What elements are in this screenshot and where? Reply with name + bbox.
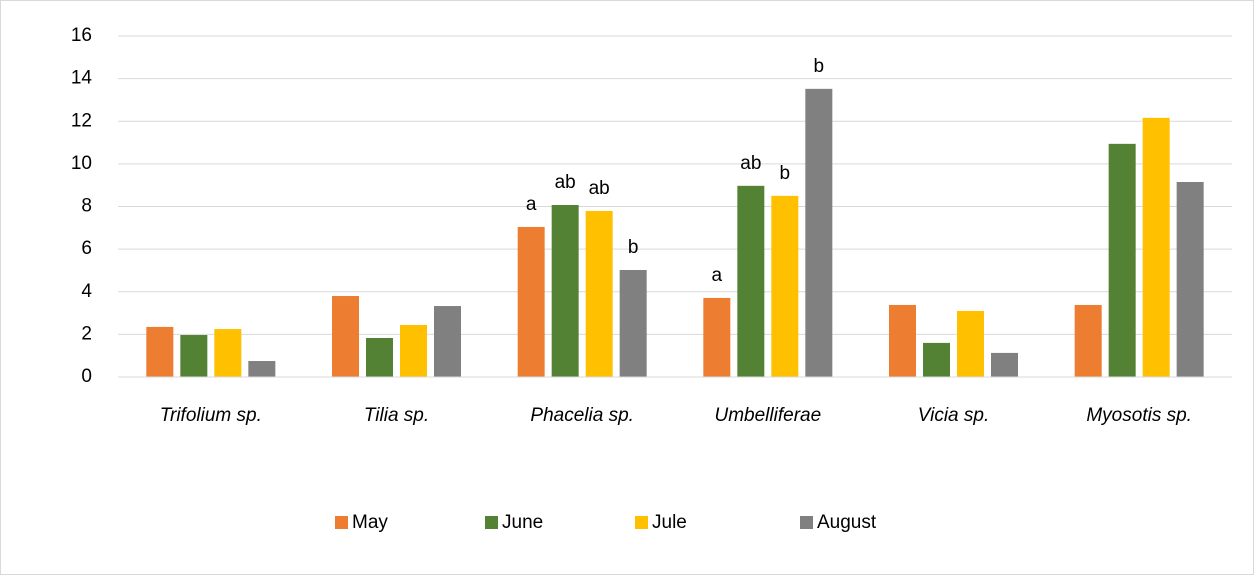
legend-label: June — [502, 512, 543, 533]
bar — [619, 270, 647, 377]
y-tick-label: 10 — [71, 153, 92, 174]
legend-label: August — [817, 512, 877, 533]
bar — [1142, 117, 1170, 377]
y-tick-label: 14 — [71, 68, 93, 89]
bar — [1074, 304, 1102, 377]
bar — [332, 296, 359, 377]
annotation: b — [814, 56, 825, 77]
bar — [991, 352, 1018, 377]
bar — [400, 324, 427, 377]
bar — [146, 326, 174, 377]
bar — [805, 88, 833, 377]
legend-swatch — [800, 516, 813, 529]
legend-swatch — [335, 516, 348, 529]
legend-swatch — [485, 516, 498, 529]
y-tick-label: 8 — [81, 196, 92, 217]
bar — [1108, 143, 1136, 377]
annotation: b — [628, 237, 639, 258]
annotation: b — [780, 163, 791, 184]
annotation: a — [712, 265, 723, 286]
bar — [180, 335, 208, 377]
legend-swatch — [635, 516, 648, 529]
x-tick-label: Umbelliferae — [715, 405, 822, 426]
bar — [434, 306, 461, 377]
bar — [703, 297, 731, 377]
y-tick-label: 2 — [81, 323, 92, 344]
x-tick-label: Myosotis sp. — [1086, 405, 1192, 426]
bar — [585, 210, 613, 377]
bar — [517, 226, 545, 377]
y-tick-label: 6 — [81, 238, 92, 259]
bar — [923, 342, 950, 377]
bar — [366, 337, 393, 377]
y-tick-label: 12 — [71, 110, 92, 131]
bar — [214, 329, 242, 377]
x-tick-label: Phacelia sp. — [530, 405, 634, 426]
x-tick-label: Tilia sp. — [364, 405, 429, 426]
y-tick-label: 4 — [81, 281, 92, 302]
annotation: ab — [589, 178, 610, 199]
bar — [889, 304, 916, 377]
annotation: ab — [555, 172, 576, 193]
annotation: ab — [740, 153, 761, 174]
bar — [1176, 181, 1204, 377]
bar — [957, 310, 984, 377]
x-tick-label: Trifolium sp. — [160, 405, 262, 426]
bar — [248, 361, 276, 377]
bar — [771, 195, 799, 377]
legend-label: Jule — [652, 512, 687, 533]
x-tick-label: Vicia sp. — [918, 405, 989, 426]
bar — [551, 205, 579, 377]
annotation: a — [526, 194, 537, 215]
bar — [737, 185, 765, 377]
y-tick-label: 0 — [81, 366, 92, 387]
legend-label: May — [352, 512, 388, 533]
y-tick-label: 16 — [71, 25, 92, 46]
